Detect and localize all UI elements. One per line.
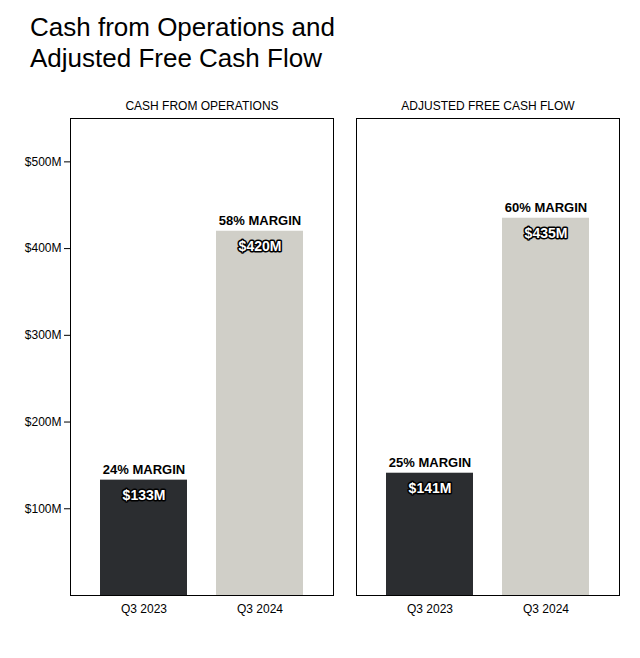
- svg-text:Q3 2024: Q3 2024: [523, 602, 569, 616]
- svg-text:ADJUSTED FREE CASH FLOW: ADJUSTED FREE CASH FLOW: [401, 99, 575, 113]
- svg-text:25% MARGIN: 25% MARGIN: [389, 456, 471, 471]
- svg-text:Q3 2023: Q3 2023: [407, 602, 453, 616]
- svg-text:Q3 2023: Q3 2023: [121, 602, 167, 616]
- svg-text:$141M: $141M: [409, 481, 452, 497]
- svg-text:$300M: $300M: [25, 329, 62, 343]
- svg-text:$133M: $133M: [123, 487, 166, 503]
- svg-text:$420M: $420M: [239, 239, 282, 255]
- svg-text:60% MARGIN: 60% MARGIN: [505, 201, 587, 216]
- svg-text:$200M: $200M: [25, 415, 62, 429]
- svg-text:CASH FROM OPERATIONS: CASH FROM OPERATIONS: [125, 99, 278, 113]
- svg-text:58% MARGIN: 58% MARGIN: [219, 214, 301, 229]
- svg-text:$100M: $100M: [25, 502, 62, 516]
- svg-text:$500M: $500M: [25, 155, 62, 169]
- html-text:Cash from Operations and Adjus: Cash from Operations and Adjusted Free C…: [30, 12, 335, 74]
- svg-text:24% MARGIN: 24% MARGIN: [103, 463, 185, 478]
- svg-text:Q3 2024: Q3 2024: [237, 602, 283, 616]
- svg-text:$435M: $435M: [525, 226, 568, 242]
- svg-text:$400M: $400M: [25, 242, 62, 256]
